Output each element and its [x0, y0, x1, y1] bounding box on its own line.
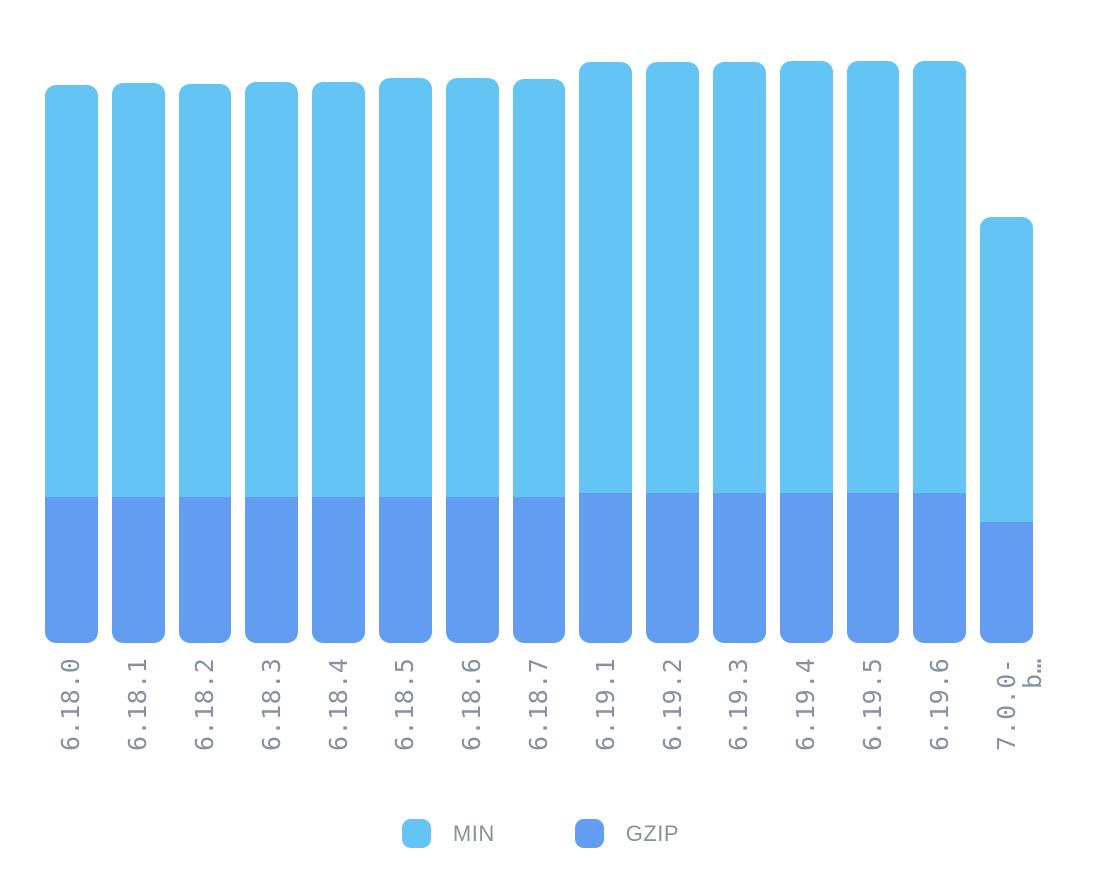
bar-6-19-4[interactable] — [779, 61, 833, 643]
bar-segment-min — [913, 61, 967, 493]
x-tick-label: 6.19.6 — [924, 658, 954, 752]
x-tick-6-19-5: 6.19.5 — [847, 658, 900, 760]
x-tick-label: 6.18.4 — [323, 658, 353, 752]
bar-segment-min — [512, 79, 566, 497]
bar-6-19-6[interactable] — [913, 61, 967, 643]
bar-6-19-2[interactable] — [646, 62, 699, 643]
bar-segment-min — [111, 83, 165, 497]
bar-7-0-0-b[interactable] — [980, 217, 1033, 643]
x-tick-label: 6.19.1 — [590, 658, 620, 752]
x-tick-6-19-3: 6.19.3 — [713, 658, 766, 760]
x-tick-6-18-0: 6.18.0 — [45, 658, 98, 760]
bar-6-18-0[interactable] — [45, 85, 98, 643]
bar-6-18-3[interactable] — [245, 82, 299, 643]
bar-6-18-6[interactable] — [445, 78, 499, 643]
bar-segment-gzip — [712, 493, 766, 643]
bar-segment-gzip — [245, 497, 299, 643]
x-tick-label: 6.18.6 — [457, 658, 487, 752]
bar-segment-gzip — [913, 493, 967, 643]
legend: MIN GZIP — [0, 819, 1091, 848]
x-tick-label: 6.19.4 — [791, 658, 821, 752]
x-tick-7-0-0-b: 7.0.0-b… — [980, 658, 1047, 760]
bar-segment-min — [245, 82, 299, 497]
x-tick-label: 6.19.5 — [857, 658, 887, 752]
x-tick-6-19-1: 6.19.1 — [579, 658, 632, 760]
bar-segment-min — [45, 85, 98, 497]
bar-segment-gzip — [45, 497, 98, 643]
x-tick-label: 6.19.3 — [724, 658, 754, 752]
bar-segment-gzip — [980, 522, 1033, 643]
bar-segment-gzip — [779, 493, 833, 643]
bar-segment-min — [980, 217, 1033, 522]
bar-segment-min — [312, 82, 365, 497]
legend-item-gzip[interactable]: GZIP — [574, 819, 680, 848]
bar-segment-gzip — [579, 493, 633, 643]
bar-segment-min — [378, 78, 432, 497]
bar-segment-min — [445, 78, 499, 497]
bar-6-18-1[interactable] — [111, 83, 165, 643]
bar-segment-gzip — [646, 493, 699, 643]
x-tick-label: 6.18.2 — [189, 658, 219, 752]
bar-segment-min — [779, 61, 833, 493]
x-tick-6-19-6: 6.19.6 — [913, 658, 966, 760]
x-tick-label: 6.18.3 — [256, 658, 286, 752]
x-tick-6-19-4: 6.19.4 — [780, 658, 833, 760]
x-tick-6-18-6: 6.18.6 — [446, 658, 499, 760]
bar-6-19-3[interactable] — [712, 62, 766, 643]
bar-segment-gzip — [378, 497, 432, 643]
x-tick-6-18-4: 6.18.4 — [312, 658, 365, 760]
min-swatch-icon — [401, 819, 431, 848]
bar-segment-gzip — [111, 497, 165, 643]
bar-segment-min — [579, 62, 633, 493]
bar-segment-min — [846, 61, 900, 493]
bar-6-19-1[interactable] — [579, 62, 633, 643]
bar-segment-gzip — [312, 497, 365, 643]
legend-item-min[interactable]: MIN — [401, 819, 495, 848]
x-tick-6-18-7: 6.18.7 — [513, 658, 566, 760]
x-tick-6-18-1: 6.18.1 — [112, 658, 165, 760]
bar-segment-gzip — [445, 497, 499, 643]
x-tick-label: 6.18.0 — [56, 658, 86, 752]
bar-6-18-5[interactable] — [378, 78, 432, 643]
bar-6-19-5[interactable] — [846, 61, 900, 643]
bar-segment-gzip — [178, 497, 232, 643]
x-axis-labels: 6.18.0 6.18.1 6.18.2 6.18.3 6.18.4 6.18.5 6.18… — [45, 658, 1047, 760]
x-tick-label: 6.18.1 — [123, 658, 153, 752]
bar-segment-min — [712, 62, 766, 493]
bar-6-18-2[interactable] — [178, 84, 232, 643]
x-tick-6-18-3: 6.18.3 — [245, 658, 298, 760]
bar-segment-min — [178, 84, 232, 497]
bar-6-18-4[interactable] — [312, 82, 365, 643]
gzip-swatch-icon — [574, 819, 604, 848]
x-tick-label: 6.18.7 — [523, 658, 553, 752]
x-tick-label: 6.18.5 — [390, 658, 420, 752]
bar-segment-gzip — [512, 497, 566, 643]
bars-area — [45, 43, 1033, 643]
bar-segment-gzip — [846, 493, 900, 643]
bar-6-18-7[interactable] — [512, 79, 566, 643]
x-tick-6-18-2: 6.18.2 — [179, 658, 232, 760]
x-tick-6-19-2: 6.19.2 — [646, 658, 699, 760]
x-tick-label: 7.0.0-b… — [991, 658, 1047, 752]
x-tick-6-18-5: 6.18.5 — [379, 658, 432, 760]
legend-label-min: MIN — [452, 820, 495, 846]
x-tick-label: 6.19.2 — [657, 658, 687, 752]
legend-label-gzip: GZIP — [625, 820, 680, 846]
bar-segment-min — [646, 62, 699, 493]
